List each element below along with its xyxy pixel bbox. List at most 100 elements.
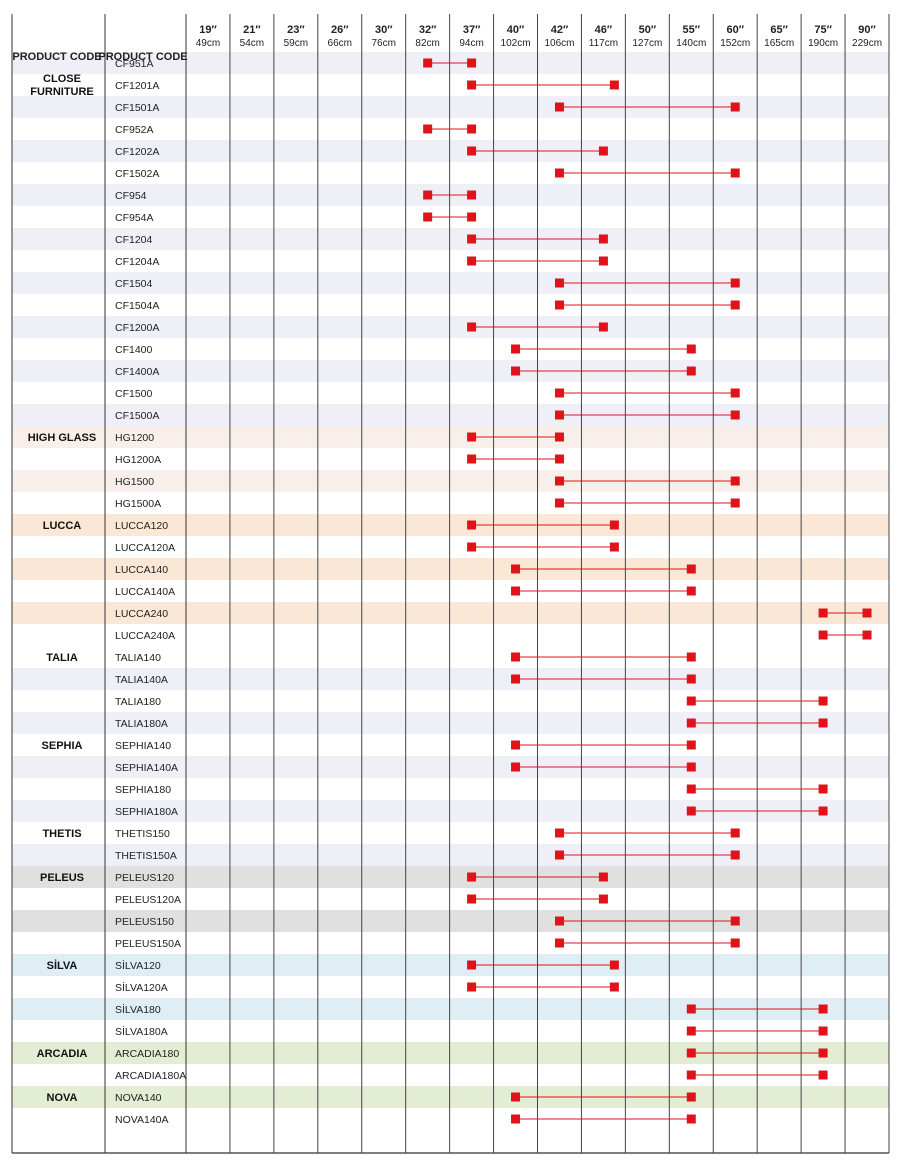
- product-code: CF1204A: [115, 256, 159, 268]
- range-max-marker: [686, 564, 696, 574]
- size-cm-label: 76cm: [371, 38, 395, 49]
- size-cm-label: 152cm: [720, 38, 750, 49]
- range-min-marker: [554, 102, 564, 112]
- range-min-marker: [511, 344, 521, 354]
- range-max-marker: [686, 762, 696, 772]
- size-cm-label: 165cm: [764, 38, 794, 49]
- product-code: CF1502A: [115, 168, 159, 180]
- product-code: CF1202A: [115, 146, 159, 158]
- product-code: CF1400: [115, 344, 153, 356]
- range-min-marker: [554, 938, 564, 948]
- range-max-marker: [818, 1070, 828, 1080]
- product-code: CF1204: [115, 234, 153, 246]
- range-max-marker: [609, 80, 619, 90]
- range-max-marker: [686, 652, 696, 662]
- range-max-marker: [686, 344, 696, 354]
- range-max-marker: [730, 168, 740, 178]
- product-code: LUCCA140A: [115, 586, 175, 598]
- range-min-marker: [511, 762, 521, 772]
- product-code: CF951A: [115, 58, 154, 70]
- range-min-marker: [686, 696, 696, 706]
- range-max-marker: [730, 916, 740, 926]
- size-inch-label: 32″: [419, 24, 437, 36]
- size-inch-label: 42″: [551, 24, 569, 36]
- range-max-marker: [554, 432, 564, 442]
- product-code: TALIA180A: [115, 718, 168, 730]
- range-min-marker: [511, 586, 521, 596]
- size-cm-label: 229cm: [852, 38, 882, 49]
- range-min-marker: [686, 718, 696, 728]
- range-max-marker: [609, 542, 619, 552]
- product-code: PELEUS120: [115, 872, 174, 884]
- size-inch-label: 26″: [331, 24, 349, 36]
- size-inch-label: 65″: [770, 24, 788, 36]
- size-cm-label: 140cm: [676, 38, 706, 49]
- range-min-marker: [467, 542, 477, 552]
- range-min-marker: [554, 168, 564, 178]
- range-min-marker: [686, 1070, 696, 1080]
- product-code: SEPHIA140: [115, 740, 171, 752]
- range-min-marker: [818, 630, 828, 640]
- product-code: SİLVA180A: [115, 1025, 168, 1038]
- range-max-marker: [686, 586, 696, 596]
- range-max-marker: [818, 718, 828, 728]
- range-max-marker: [818, 1004, 828, 1014]
- size-cm-label: 190cm: [808, 38, 838, 49]
- range-max-marker: [686, 740, 696, 750]
- size-inch-label: 55″: [683, 24, 701, 36]
- range-max-marker: [598, 894, 608, 904]
- range-max-marker: [818, 1026, 828, 1036]
- range-min-marker: [423, 212, 433, 222]
- grid-lines: [11, 14, 890, 1154]
- product-code: LUCCA240A: [115, 630, 175, 642]
- product-code: SEPHIA140A: [115, 762, 178, 774]
- range-max-marker: [686, 366, 696, 376]
- family-label: LUCCA: [43, 520, 82, 532]
- range-max-marker: [686, 674, 696, 684]
- range-max-marker: [818, 1048, 828, 1058]
- family-label: NOVA: [47, 1092, 78, 1104]
- product-code: LUCCA240: [115, 608, 168, 620]
- range-min-marker: [554, 916, 564, 926]
- size-inch-label: 50″: [639, 24, 657, 36]
- range-min-marker: [511, 652, 521, 662]
- range-min-marker: [467, 520, 477, 530]
- size-inch-label: 75″: [814, 24, 832, 36]
- range-min-marker: [467, 982, 477, 992]
- range-max-marker: [818, 806, 828, 816]
- product-code: TALIA180: [115, 696, 161, 708]
- range-max-marker: [609, 520, 619, 530]
- product-code: CF954: [115, 190, 147, 202]
- product-code: PELEUS150: [115, 916, 174, 928]
- range-min-marker: [686, 1048, 696, 1058]
- range-min-marker: [511, 674, 521, 684]
- range-max-marker: [609, 982, 619, 992]
- range-max-marker: [730, 828, 740, 838]
- size-cm-label: 59cm: [284, 38, 308, 49]
- product-code: SİLVA120A: [115, 981, 168, 994]
- size-inch-label: 19″: [199, 24, 217, 36]
- range-max-marker: [730, 278, 740, 288]
- range-max-marker: [598, 256, 608, 266]
- product-code: HG1500A: [115, 498, 161, 510]
- product-code: PELEUS150A: [115, 938, 181, 950]
- range-min-marker: [554, 278, 564, 288]
- product-code: NOVA140: [115, 1092, 162, 1104]
- product-code: PELEUS120A: [115, 894, 181, 906]
- column-header: PRODUCT CODE PRODUCT CODE 19″ 49cm 21″ 54cm…: [12, 24, 882, 63]
- product-code: CF1201A: [115, 80, 159, 92]
- range-min-marker: [511, 1114, 521, 1124]
- family-label: CLOSE FURNITURE: [30, 73, 94, 98]
- range-min-marker: [686, 1026, 696, 1036]
- product-code: ARCADIA180: [115, 1048, 179, 1060]
- product-code: CF1500: [115, 388, 153, 400]
- range-max-marker: [609, 960, 619, 970]
- range-max-marker: [730, 388, 740, 398]
- size-inch-label: 40″: [507, 24, 525, 36]
- range-min-marker: [423, 58, 433, 68]
- range-max-marker: [467, 190, 477, 200]
- size-inch-label: 90″: [858, 24, 876, 36]
- range-max-marker: [730, 102, 740, 112]
- family-label: THETIS: [42, 828, 81, 840]
- range-max-marker: [598, 322, 608, 332]
